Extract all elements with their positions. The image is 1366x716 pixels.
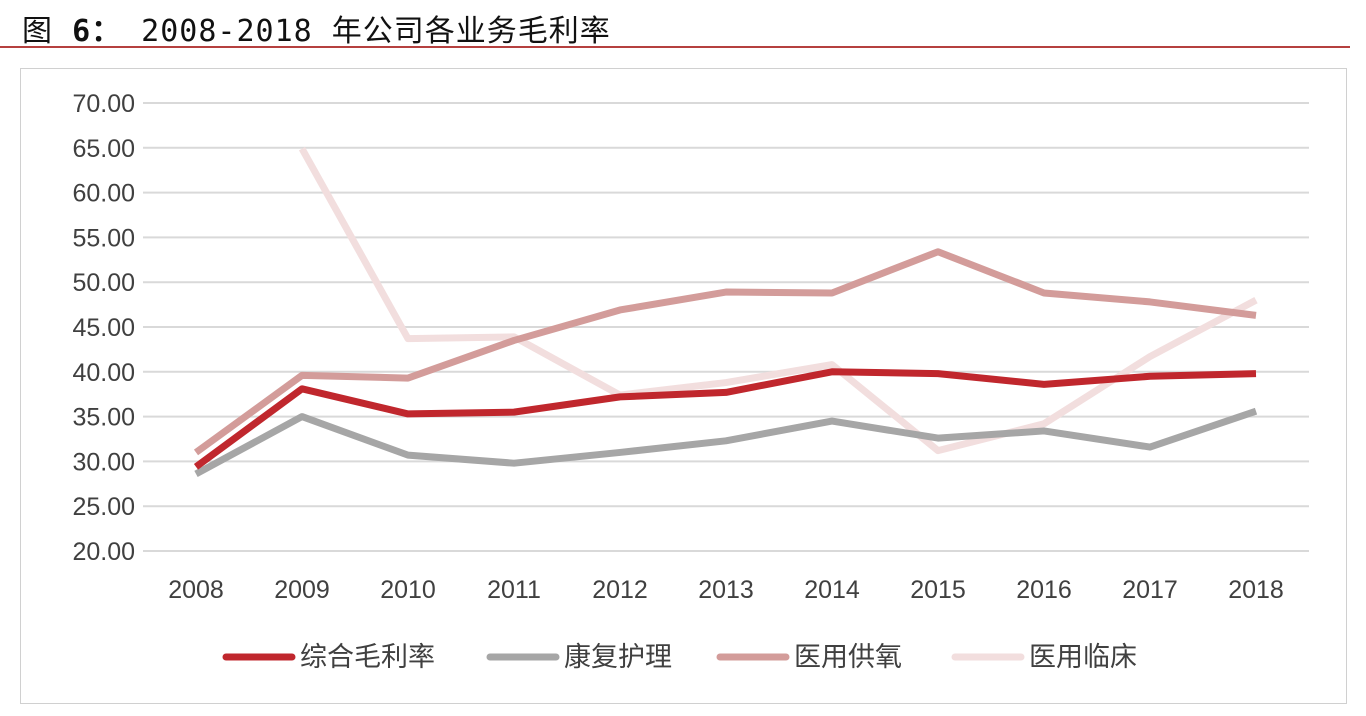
x-tick-label: 2009 bbox=[274, 576, 330, 604]
legend-label: 综合毛利率 bbox=[300, 642, 435, 673]
legend-label: 医用临床 bbox=[1029, 642, 1137, 673]
figure-title: 图 6： 2008-2018 年公司各业务毛利率 bbox=[22, 6, 611, 50]
series-line-4 bbox=[298, 146, 1258, 455]
figure-label: 图 bbox=[22, 14, 73, 49]
x-tick-label: 2010 bbox=[380, 576, 436, 604]
y-tick-label: 30.00 bbox=[72, 448, 135, 476]
series-line-2 bbox=[194, 407, 1258, 478]
y-tick-label: 45.00 bbox=[72, 314, 135, 342]
x-tick-label: 2013 bbox=[698, 576, 754, 604]
x-tick-label: 2014 bbox=[804, 576, 860, 604]
chart-frame bbox=[20, 68, 1347, 704]
y-tick-label: 35.00 bbox=[72, 404, 135, 432]
y-tick-label: 25.00 bbox=[72, 493, 135, 521]
x-tick-label: 2018 bbox=[1228, 576, 1284, 604]
figure-title-text: 2008-2018 年公司各业务毛利率 bbox=[122, 14, 611, 49]
y-tick-label: 20.00 bbox=[72, 538, 135, 566]
y-tick-label: 40.00 bbox=[72, 359, 135, 387]
x-tick-label: 2015 bbox=[910, 576, 966, 604]
y-tick-label: 55.00 bbox=[72, 224, 135, 252]
x-tick-label: 2012 bbox=[592, 576, 648, 604]
x-tick-label: 2017 bbox=[1122, 576, 1178, 604]
x-tick-label: 2016 bbox=[1016, 576, 1072, 604]
legend-label: 康复护理 bbox=[564, 642, 672, 673]
figure-number: 6： bbox=[72, 14, 123, 49]
y-tick-label: 60.00 bbox=[72, 180, 135, 208]
y-tick-label: 65.00 bbox=[72, 135, 135, 163]
x-tick-label: 2011 bbox=[487, 576, 541, 604]
y-tick-label: 50.00 bbox=[72, 269, 135, 297]
x-tick-label: 2008 bbox=[168, 576, 224, 604]
legend-label: 医用供氧 bbox=[794, 642, 902, 673]
title-underline bbox=[0, 46, 1350, 48]
y-tick-label: 70.00 bbox=[72, 90, 135, 118]
